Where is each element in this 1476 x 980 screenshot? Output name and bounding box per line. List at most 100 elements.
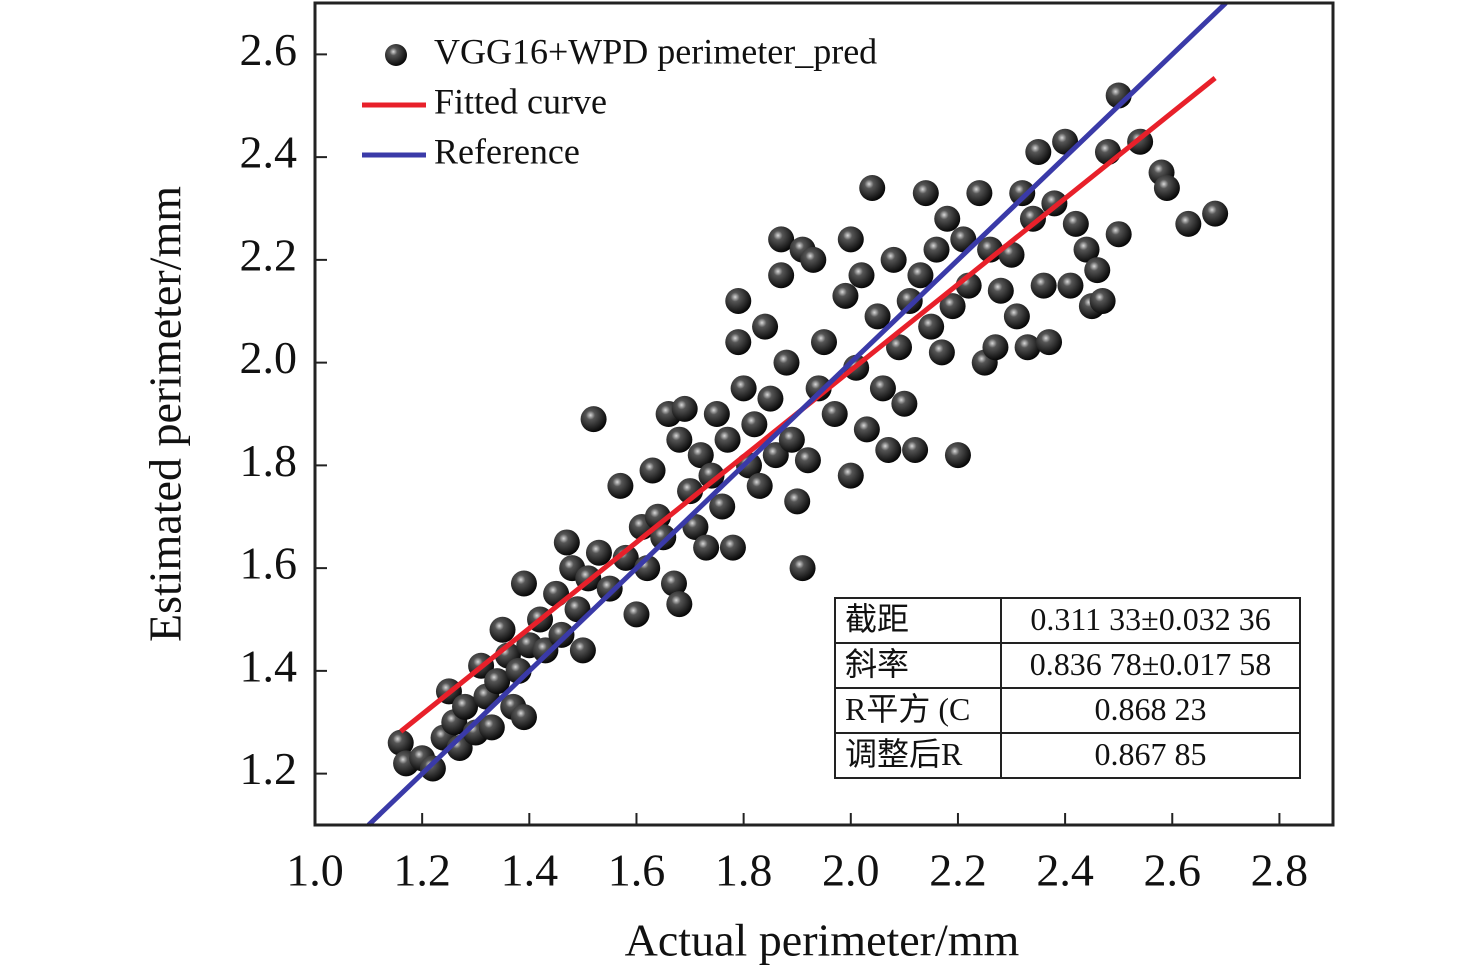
data-point	[1175, 210, 1202, 237]
data-point	[709, 493, 736, 520]
data-point	[1030, 272, 1057, 299]
data-point	[859, 174, 886, 201]
data-point	[725, 287, 752, 314]
data-point	[580, 406, 607, 433]
data-point	[853, 416, 880, 443]
data-point	[612, 544, 639, 571]
data-point	[869, 375, 896, 402]
x-tick-label: 1.4	[501, 845, 559, 896]
data-point	[666, 591, 693, 618]
data-point	[489, 616, 516, 643]
data-point	[1073, 236, 1100, 263]
x-tick-label: 1.8	[715, 845, 773, 896]
legend-label: VGG16+WPD perimeter_pred	[434, 31, 877, 71]
data-point	[794, 447, 821, 474]
data-point	[478, 714, 505, 741]
data-point	[666, 426, 693, 453]
data-point	[944, 442, 971, 469]
data-point	[982, 334, 1009, 361]
data-point	[934, 205, 961, 232]
data-point	[596, 575, 623, 602]
data-point	[928, 339, 955, 366]
data-point	[907, 262, 934, 289]
table-cell: 调整后R	[845, 736, 963, 772]
data-point	[939, 293, 966, 320]
data-point	[1019, 205, 1046, 232]
data-point	[848, 262, 875, 289]
data-point	[703, 401, 730, 427]
data-point	[510, 704, 537, 731]
table-cell: R平方 (C	[845, 691, 970, 727]
plot-frame	[313, 1, 1335, 827]
data-point	[880, 246, 907, 273]
y-tick-label: 2.0	[240, 332, 298, 383]
line	[366, 1, 1228, 827]
y-tick-label: 1.2	[240, 743, 298, 794]
data-point	[660, 570, 687, 597]
data-point	[387, 729, 414, 756]
x-tick-label: 2.0	[822, 845, 880, 896]
data-point	[875, 436, 902, 463]
data-point	[987, 277, 1014, 304]
data-point	[510, 570, 537, 597]
data-point	[639, 457, 666, 484]
x-tick-label: 1.2	[393, 845, 451, 896]
data-point	[1014, 334, 1041, 361]
data-point	[548, 621, 575, 648]
table-cell: 斜率	[845, 646, 909, 682]
data-point	[757, 385, 784, 412]
x-tick-label: 2.2	[929, 845, 987, 896]
data-point	[773, 349, 800, 376]
legend-label: Fitted curve	[434, 81, 607, 121]
data-point	[725, 329, 752, 356]
data-point	[800, 246, 827, 273]
data-point	[1089, 287, 1116, 314]
x-tick-label: 1.6	[608, 845, 666, 896]
data-point	[484, 668, 511, 695]
table-cell: 截距	[845, 601, 909, 637]
data-point	[1009, 180, 1036, 207]
data-point	[687, 442, 714, 469]
data-point	[966, 180, 993, 207]
legend-marker	[385, 44, 407, 66]
data-point	[778, 426, 805, 453]
x-tick-label: 1.0	[286, 845, 344, 896]
data-point	[762, 442, 789, 469]
data-point	[1153, 174, 1180, 201]
data-point	[805, 375, 832, 402]
data-point	[1036, 329, 1063, 356]
data-point	[419, 755, 446, 782]
data-point	[746, 472, 773, 499]
data-point	[1105, 221, 1132, 248]
y-tick-label: 1.8	[240, 435, 298, 486]
x-axis-label: Actual perimeter/mm	[625, 915, 1020, 966]
data-point	[918, 313, 945, 340]
data-point	[837, 226, 864, 253]
x-tick-label: 2.6	[1144, 845, 1202, 896]
data-point	[789, 555, 816, 582]
table-cell: 0.836 78±0.017 58	[1030, 646, 1272, 682]
data-point	[1062, 210, 1089, 237]
y-tick-label: 2.4	[240, 127, 298, 178]
data-point	[891, 390, 918, 417]
data-point	[607, 472, 634, 499]
data-point	[811, 329, 837, 356]
data-point	[677, 478, 704, 505]
x-tick-label: 2.8	[1251, 845, 1309, 896]
data-point	[532, 637, 559, 664]
y-tick-label: 1.4	[240, 640, 298, 691]
data-point	[832, 282, 859, 309]
data-point	[896, 287, 923, 314]
data-point	[1057, 272, 1084, 299]
table-cell: 0.867 85	[1095, 736, 1207, 772]
data-point	[671, 395, 698, 422]
data-point	[912, 180, 939, 207]
data-point	[452, 693, 479, 720]
y-tick-label: 2.6	[240, 24, 298, 75]
data-point	[698, 462, 725, 489]
data-point	[864, 303, 891, 330]
legend-label: Reference	[434, 131, 580, 171]
y-tick-label: 2.2	[240, 229, 298, 280]
data-point	[741, 411, 768, 438]
